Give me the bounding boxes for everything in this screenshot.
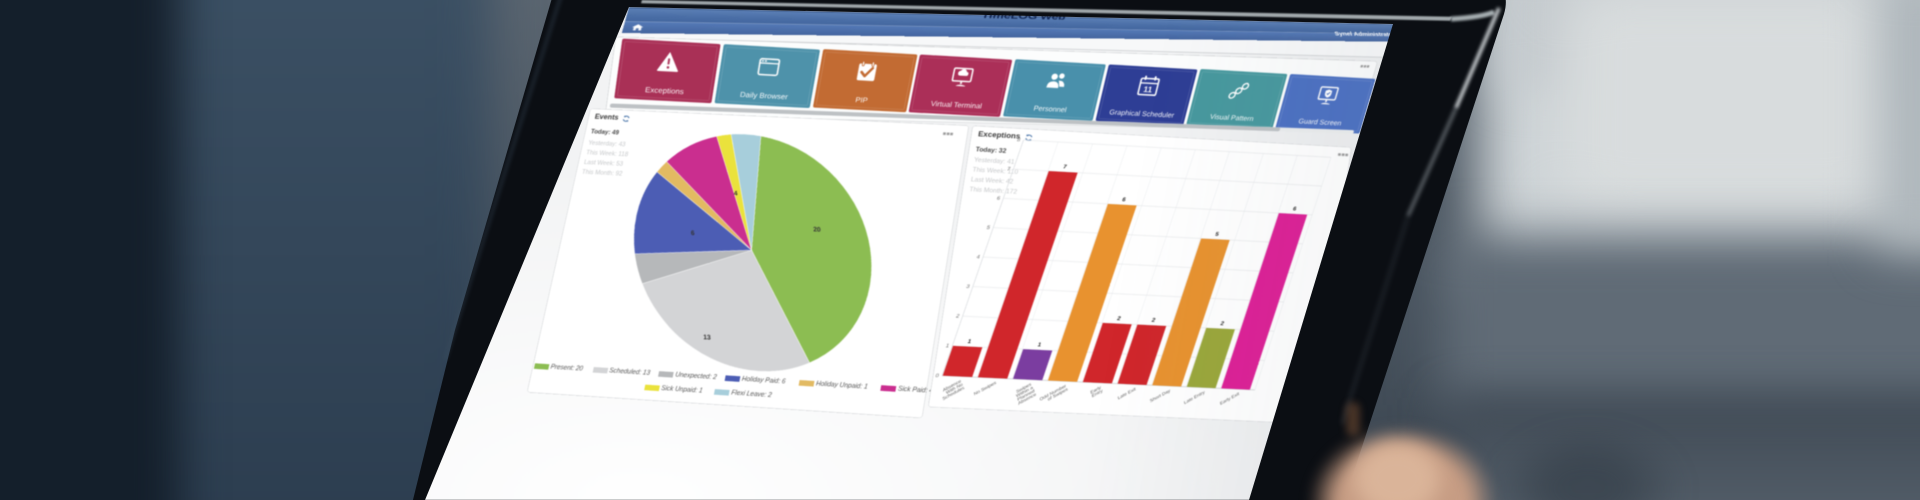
svg-text:AbsenceWith NoSchedules: AbsenceWith NoSchedules <box>938 378 965 400</box>
svg-text:20: 20 <box>813 226 822 234</box>
svg-text:6: 6 <box>691 230 696 238</box>
svg-text:13: 13 <box>703 334 712 342</box>
svg-text:3: 3 <box>965 284 970 290</box>
svg-text:Late Entry: Late Entry <box>1183 390 1206 405</box>
svg-text:Early Exit: Early Exit <box>1219 391 1241 406</box>
svg-text:Short Day: Short Day <box>1149 388 1172 403</box>
svg-text:4: 4 <box>734 190 739 198</box>
svg-text:1: 1 <box>967 339 973 345</box>
svg-text:8: 8 <box>1016 138 1021 144</box>
svg-text:0: 0 <box>934 373 939 379</box>
svg-text:7: 7 <box>1062 165 1068 171</box>
svg-text:1: 1 <box>945 344 950 350</box>
svg-text:6: 6 <box>1292 207 1298 213</box>
svg-text:6: 6 <box>996 196 1001 202</box>
svg-text:11: 11 <box>1142 85 1153 94</box>
svg-text:Late Exit: Late Exit <box>1117 386 1137 400</box>
svg-text:5: 5 <box>1214 232 1220 238</box>
svg-text:6: 6 <box>1121 198 1127 204</box>
svg-text:2: 2 <box>1151 318 1157 324</box>
svg-text:Odd Numberof Swipes: Odd Numberof Swipes <box>1039 383 1069 405</box>
svg-text:2: 2 <box>1220 321 1226 327</box>
svg-text:2: 2 <box>1116 316 1122 322</box>
svg-text:No Swipes: No Swipes <box>973 380 998 396</box>
svg-text:5: 5 <box>986 225 991 231</box>
svg-text:1: 1 <box>1037 343 1043 349</box>
svg-text:2: 2 <box>955 314 960 320</box>
svg-text:4: 4 <box>975 255 981 261</box>
svg-text:SwipesWithin aPlannedAbsence: SwipesWithin aPlannedAbsence <box>1011 382 1037 406</box>
svg-text:EarlyEntry: EarlyEntry <box>1089 385 1104 398</box>
svg-text:7: 7 <box>1006 167 1011 173</box>
